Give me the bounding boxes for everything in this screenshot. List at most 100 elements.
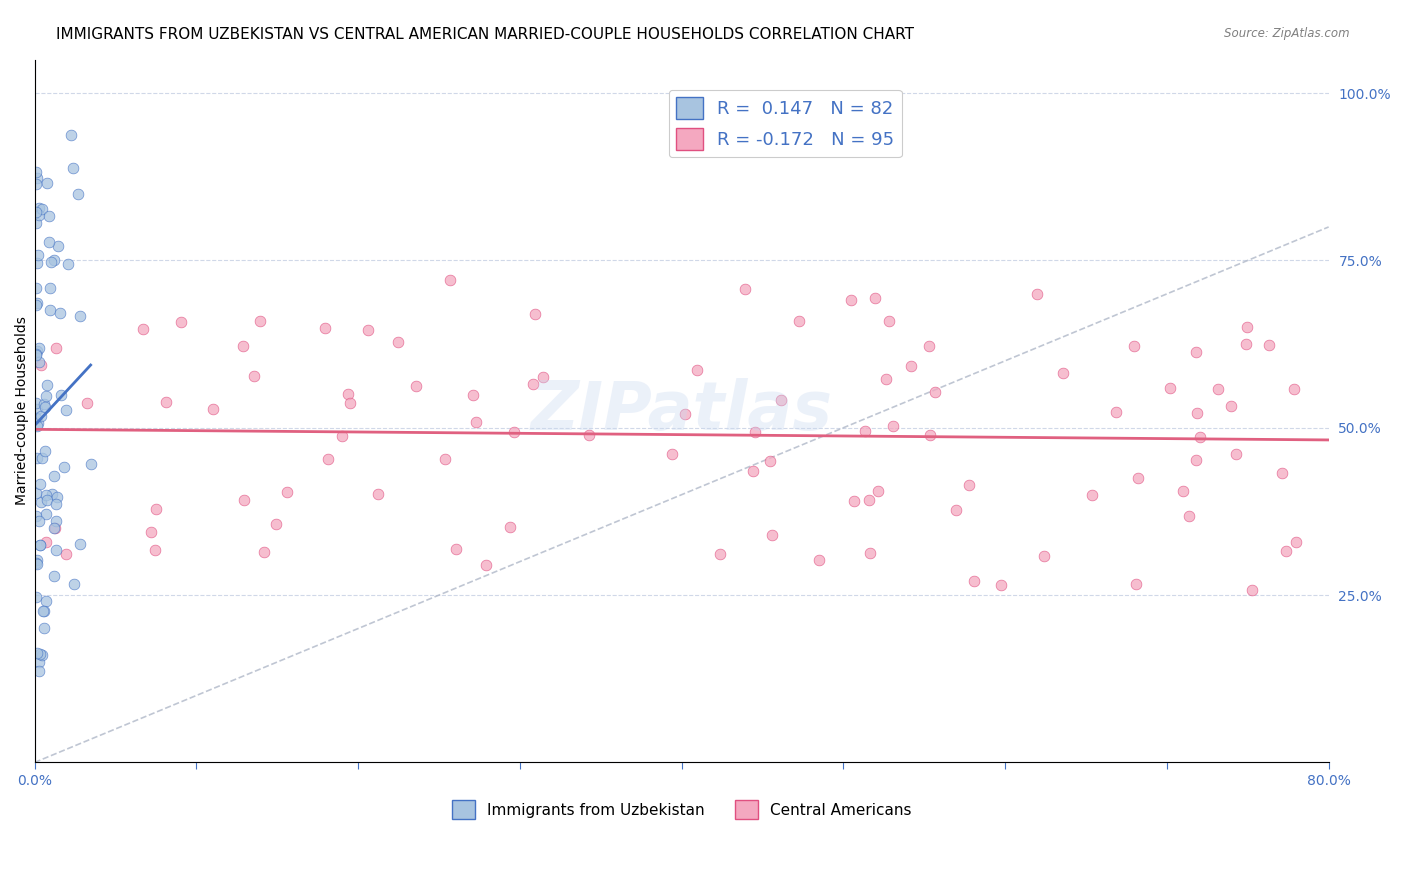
Point [34,400,56,414]
Point [339,396,361,410]
Point [35,507,58,521]
Point [1178,508,1201,523]
Point [1208,382,1230,396]
Point [433,452,456,467]
Point [34,443,56,458]
Point [945,502,967,516]
Point [744,425,766,440]
Point [336,387,359,401]
Point [37,378,59,392]
Point [709,547,731,561]
Point [56,257,79,271]
Point [882,419,904,434]
Point [1271,466,1294,480]
Point [25,178,48,192]
Point [52,459,75,474]
Point [686,363,709,377]
Point [1032,549,1054,564]
Point [32,397,55,411]
Point [531,370,554,384]
Point [27,514,49,528]
Point [314,321,336,335]
Point [439,273,461,287]
Point [38,209,60,223]
Point [25,216,48,230]
Point [31,451,53,466]
Point [330,429,353,443]
Point [35,488,58,502]
Point [28,655,51,669]
Point [276,484,298,499]
Point [1125,577,1147,591]
Point [132,322,155,336]
Point [1104,405,1126,419]
Point [27,419,49,434]
Point [25,395,48,409]
Point [661,447,683,461]
Point [1026,286,1049,301]
Point [170,315,193,329]
Point [959,477,981,491]
Point [502,425,524,439]
Point [875,372,897,386]
Point [25,205,48,219]
Point [25,486,48,500]
Point [28,201,51,215]
Point [1184,453,1206,467]
Point [761,528,783,542]
Point [522,377,544,392]
Point [28,665,51,679]
Point [28,355,51,369]
Point [475,558,498,572]
Point [27,553,49,567]
Text: IMMIGRANTS FROM UZBEKISTAN VS CENTRAL AMERICAN MARRIED-COUPLE HOUSEHOLDS CORRELA: IMMIGRANTS FROM UZBEKISTAN VS CENTRAL AM… [56,27,914,42]
Point [842,494,865,508]
Point [1234,337,1257,351]
Point [25,348,48,362]
Point [145,502,167,516]
Point [770,393,793,408]
Point [264,516,287,531]
Legend: Immigrants from Uzbekistan, Central Americans: Immigrants from Uzbekistan, Central Amer… [446,794,918,825]
Point [25,298,48,312]
Point [30,358,52,372]
Point [30,476,52,491]
Point [25,255,48,269]
Point [787,314,810,328]
Point [918,427,941,442]
Point [25,509,48,524]
Point [865,291,887,305]
Point [28,208,51,222]
Point [1128,471,1150,485]
Point [232,492,254,507]
Point [67,187,90,202]
Point [41,254,63,268]
Point [44,252,66,267]
Point [35,389,58,403]
Point [25,347,48,361]
Point [39,302,62,317]
Point [25,281,48,295]
Point [1171,484,1194,499]
Point [32,604,55,618]
Point [924,385,946,400]
Point [463,388,485,402]
Point [27,417,49,431]
Point [30,495,52,509]
Point [39,281,62,295]
Point [578,428,600,442]
Point [25,556,48,570]
Point [69,537,91,551]
Point [49,388,72,402]
Point [27,170,49,185]
Point [742,464,765,478]
Point [35,177,58,191]
Point [31,202,53,216]
Point [79,457,101,471]
Point [42,521,65,535]
Point [32,621,55,635]
Point [35,594,58,608]
Point [55,547,77,561]
Point [28,538,51,552]
Point [1184,345,1206,359]
